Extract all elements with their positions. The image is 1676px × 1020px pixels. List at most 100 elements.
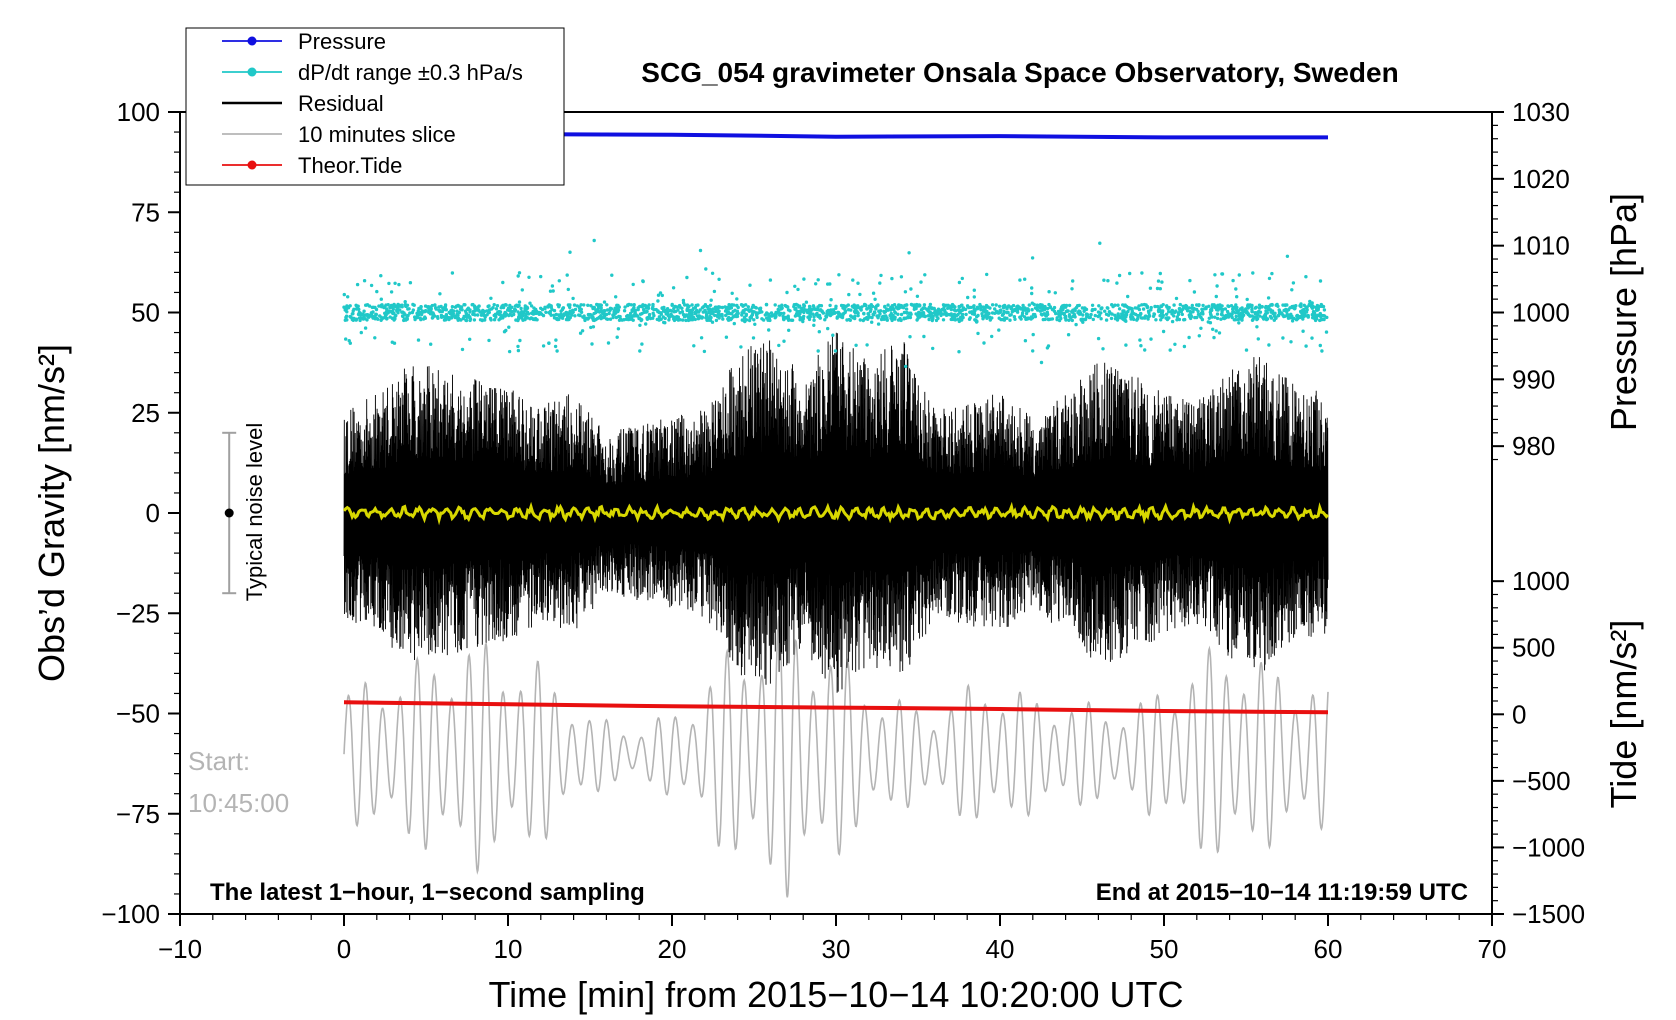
dpdt-point [1155,286,1160,291]
dpdt-point [502,330,507,334]
dpdt-point [423,316,428,320]
dpdt-point [659,312,663,316]
dpdt-point [525,316,529,320]
dpdt-point [1067,318,1071,322]
dpdt-point [580,329,585,333]
dpdt-point [1290,319,1295,323]
legend-box [185,27,565,186]
dpdt-point [627,317,631,321]
dpdt-point [1102,278,1106,282]
dpdt-point [957,280,962,285]
dpdt-point [922,334,926,339]
dpdt-point [1312,314,1316,318]
sampling-annotation: The latest 1−hour, 1−second sampling [210,879,645,906]
dpdt-point [1196,312,1201,317]
dpdt-point [727,317,732,321]
dpdt-point [1214,294,1219,299]
dpdt-point [620,318,624,322]
dpdt-point [1072,312,1076,316]
dpdt-point [651,304,655,309]
dpdt-point [602,300,607,304]
dpdt-point [374,307,379,312]
dpdt-point [1035,308,1040,312]
dpdt-point [1077,309,1081,313]
dpdt-point [1081,313,1085,317]
dpdt-point [1310,301,1314,305]
dpdt-point [363,317,367,321]
dpdt-point [493,312,498,316]
dpdt-point [865,343,869,347]
dpdt-point [1021,303,1025,308]
dpdt-point [1104,318,1109,322]
dpdt-point [1316,305,1320,309]
dpdt-point [1318,343,1323,348]
dpdt-point [393,281,397,285]
dpdt-point [625,314,629,318]
dpdt-point [1038,309,1043,313]
dpdt-point [457,310,461,315]
dpdt-point [495,304,500,308]
dpdt-point [912,303,917,307]
dpdt-point [1219,317,1223,321]
dpdt-point [890,276,894,281]
dpdt-point [516,317,521,321]
dpdt-point [1128,271,1132,276]
dpdt-point [980,312,984,316]
dpdt-point [1090,303,1095,307]
dpdt-point [982,341,986,345]
dpdt-point [516,348,521,353]
dpdt-point [1059,312,1063,316]
dpdt-point [865,307,869,311]
dpdt-point [981,315,986,319]
dpdt-point [944,311,948,315]
dpdt-point [1067,313,1072,317]
dpdt-point [354,307,359,311]
dpdt-point [816,349,820,353]
dpdt-point [793,307,797,311]
dpdt-point [1069,316,1073,320]
dpdt-point [508,312,512,316]
dpdt-point [1292,307,1297,311]
dpdt-point [644,322,648,326]
dpdt-point [825,309,829,314]
dpdt-point [1175,315,1180,319]
dpdt-point [676,315,680,319]
dpdt-point [516,310,520,314]
dpdt-point [573,314,577,318]
dpdt-point [1080,317,1085,321]
dpdt-point [442,318,447,322]
dpdt-point [614,315,619,320]
dpdt-point [801,319,805,324]
dpdt-point [931,314,935,318]
dpdt-point [1047,290,1051,294]
dpdt-point [460,347,465,352]
dpdt-point [1207,316,1212,320]
dpdt-point [862,311,866,316]
dpdt-point [828,310,832,314]
dpdt-point [670,314,674,318]
dpdt-point [1043,317,1047,322]
dpdt-point [708,308,713,312]
dpdt-point [556,303,560,307]
x-tick-label: 10 [494,934,523,964]
dpdt-point [565,273,569,277]
dpdt-point [1137,304,1141,308]
dpdt-point [1226,304,1230,308]
dpdt-point [516,344,520,349]
dpdt-point [599,309,603,313]
pressure-tick-label: 1030 [1512,97,1570,127]
dpdt-point [927,317,931,322]
dpdt-point [1260,305,1264,309]
pressure-tick-label: 1010 [1512,231,1570,261]
dpdt-point [595,316,600,321]
dpdt-point [431,311,435,315]
dpdt-point [1267,343,1271,347]
dpdt-point [1109,316,1114,321]
dpdt-point [1145,304,1150,309]
dpdt-point [685,275,689,280]
dpdt-point [629,303,633,307]
dpdt-point [881,314,885,319]
dpdt-point [976,331,980,336]
dpdt-point [1117,307,1122,311]
dpdt-point [487,308,492,312]
